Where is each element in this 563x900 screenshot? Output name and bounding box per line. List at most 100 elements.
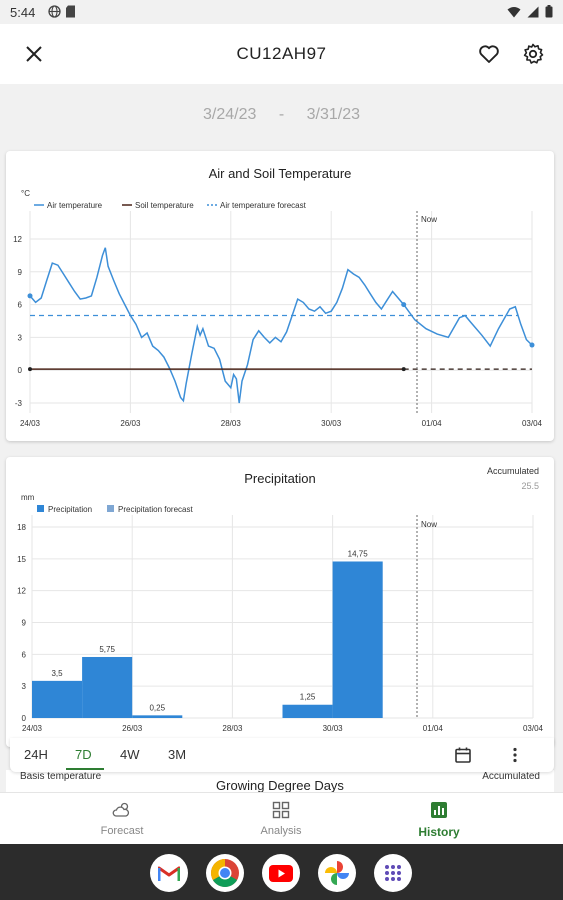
date-range-start[interactable]: 3/24/23 (202, 106, 257, 123)
temperature-unit-label: °C (21, 189, 30, 198)
nav-item-analysis[interactable]: Analysis (221, 793, 341, 845)
precipitation-bars: 3,5 5,75 0,25 1,25 14,75 (32, 549, 383, 718)
precipitation-unit-label: mm (21, 493, 35, 502)
precipitation-legend: Precipitation Precipitation forecast (37, 505, 193, 514)
sd-card-icon (66, 5, 75, 18)
period-selector: 24H 7D 4W 3M (10, 738, 554, 772)
precipitation-y-tick: 15 (17, 555, 26, 564)
temperature-now-point (401, 302, 407, 308)
settings-gear-icon[interactable] (521, 42, 545, 66)
precipitation-now-label: Now (421, 520, 437, 529)
precipitation-bar-label: 14,75 (348, 549, 369, 558)
photos-app-icon[interactable] (318, 854, 356, 892)
temperature-x-tick: 26/03 (120, 419, 141, 428)
temperature-y-tick: 6 (18, 301, 23, 310)
favorite-heart-icon[interactable] (477, 42, 501, 66)
legend-label-precipitation: Precipitation (48, 505, 92, 514)
youtube-app-icon[interactable] (262, 854, 300, 892)
signal-icon (527, 6, 539, 17)
legend-label-air: Air temperature (47, 201, 103, 210)
apps-grid-glyph (385, 865, 401, 881)
temperature-x-tick: 01/04 (422, 419, 443, 428)
precipitation-bar-label: 1,25 (300, 693, 316, 702)
precipitation-y-tick: 0 (22, 714, 27, 723)
temperature-chart-title: Air and Soil Temperature (209, 166, 352, 181)
precipitation-y-tick: 12 (17, 587, 26, 596)
battery-icon (545, 5, 553, 18)
precipitation-y-tick: 9 (22, 619, 27, 628)
precipitation-x-tick: 26/03 (122, 724, 143, 733)
precipitation-x-tick: 30/03 (323, 724, 344, 733)
history-chart-icon (431, 802, 447, 818)
chrome-app-icon[interactable] (206, 854, 244, 892)
precipitation-grid: 18 15 12 9 6 3 024/03 26/03 28/03 30/03 01/04 03/04 (17, 515, 544, 733)
close-icon[interactable] (22, 42, 46, 66)
period-option-3m[interactable]: 3M (168, 747, 187, 762)
chrome-glyph (211, 859, 239, 887)
temperature-now-label: Now (421, 215, 437, 224)
growing-degree-days-card: Basis temperature Growing Degree Days Ac… (6, 770, 554, 792)
vpn-globe-icon (48, 5, 61, 18)
app-bar: CU12AH97 (0, 24, 563, 84)
date-range-end[interactable]: 3/31/23 (306, 106, 360, 123)
temperature-y-tick: 12 (13, 235, 22, 244)
precipitation-y-tick: 6 (22, 650, 27, 659)
soil-now-point (401, 367, 406, 372)
nav-item-history[interactable]: History (379, 793, 499, 845)
soil-start-point (28, 367, 32, 372)
precipitation-y-tick: 3 (22, 682, 27, 691)
temperature-y-tick: 3 (18, 333, 23, 342)
gmail-glyph (158, 866, 180, 881)
app-drawer-icon[interactable] (374, 854, 412, 892)
status-system-icons (507, 5, 553, 18)
nav-item-forecast[interactable]: Forecast (62, 793, 182, 845)
temperature-x-tick: 30/03 (321, 419, 342, 428)
status-notification-icons (48, 5, 76, 18)
period-option-7d[interactable]: 7D (75, 747, 92, 762)
station-title: CU12AH97 (236, 44, 327, 63)
date-range[interactable]: 3/24/23 - 3/31/23 (0, 106, 563, 124)
gdd-basis-temperature-label: Basis temperature (20, 771, 102, 782)
gmail-app-icon[interactable] (150, 854, 188, 892)
precipitation-chart-title: Precipitation (244, 471, 316, 486)
temperature-chart: Air and Soil Temperature °C Air temperat… (13, 166, 543, 428)
nav-label-forecast: Forecast (100, 825, 144, 837)
precipitation-chart-card: Precipitation Accumulated 25.5 mm Precip… (6, 457, 554, 747)
analysis-grid-icon (272, 801, 290, 819)
temperature-start-point (27, 293, 33, 299)
legend-label-precipitation-forecast: Precipitation forecast (118, 505, 193, 514)
temperature-y-tick: 9 (18, 268, 23, 277)
period-option-24h[interactable]: 24H (24, 747, 48, 762)
period-option-4w[interactable]: 4W (120, 747, 140, 762)
temperature-x-tick: 03/04 (522, 419, 543, 428)
precipitation-bar-label: 3,5 (51, 669, 63, 678)
temperature-series (27, 247, 535, 404)
precipitation-bar-label: 0,25 (149, 703, 165, 712)
period-active-indicator (66, 768, 104, 770)
temperature-series-line (29, 247, 405, 404)
status-bar: 5:44 (0, 0, 563, 24)
precipitation-x-tick: 28/03 (222, 724, 243, 733)
precipitation-bar (332, 561, 383, 718)
temperature-x-tick: 28/03 (221, 419, 242, 428)
photos-glyph (325, 861, 349, 885)
legend-swatch-precipitation-forecast (107, 505, 114, 512)
legend-label-forecast: Air temperature forecast (220, 201, 307, 210)
precipitation-accumulated-value: 25.5 (521, 481, 539, 491)
temperature-forecast-end-point (529, 342, 535, 348)
more-options-icon[interactable] (506, 746, 524, 764)
system-dock (0, 844, 563, 900)
precipitation-chart: Precipitation Accumulated 25.5 mm Precip… (17, 466, 544, 733)
temperature-grid: 12 9 6 3 0 -3 24/03 26/03 28/03 30/03 01/04 03/04 (13, 211, 543, 428)
precipitation-bar-label: 5,75 (99, 645, 115, 654)
cloud-sun-icon (112, 802, 130, 817)
legend-swatch-precipitation (37, 505, 44, 512)
calendar-icon[interactable] (454, 746, 472, 764)
status-time: 5:44 (10, 5, 36, 20)
temperature-y-tick: 0 (18, 366, 23, 375)
youtube-glyph (269, 864, 293, 882)
temperature-x-tick: 24/03 (20, 419, 41, 428)
precipitation-bar (132, 715, 183, 718)
wifi-icon (507, 6, 521, 17)
temperature-series-line (403, 304, 533, 348)
